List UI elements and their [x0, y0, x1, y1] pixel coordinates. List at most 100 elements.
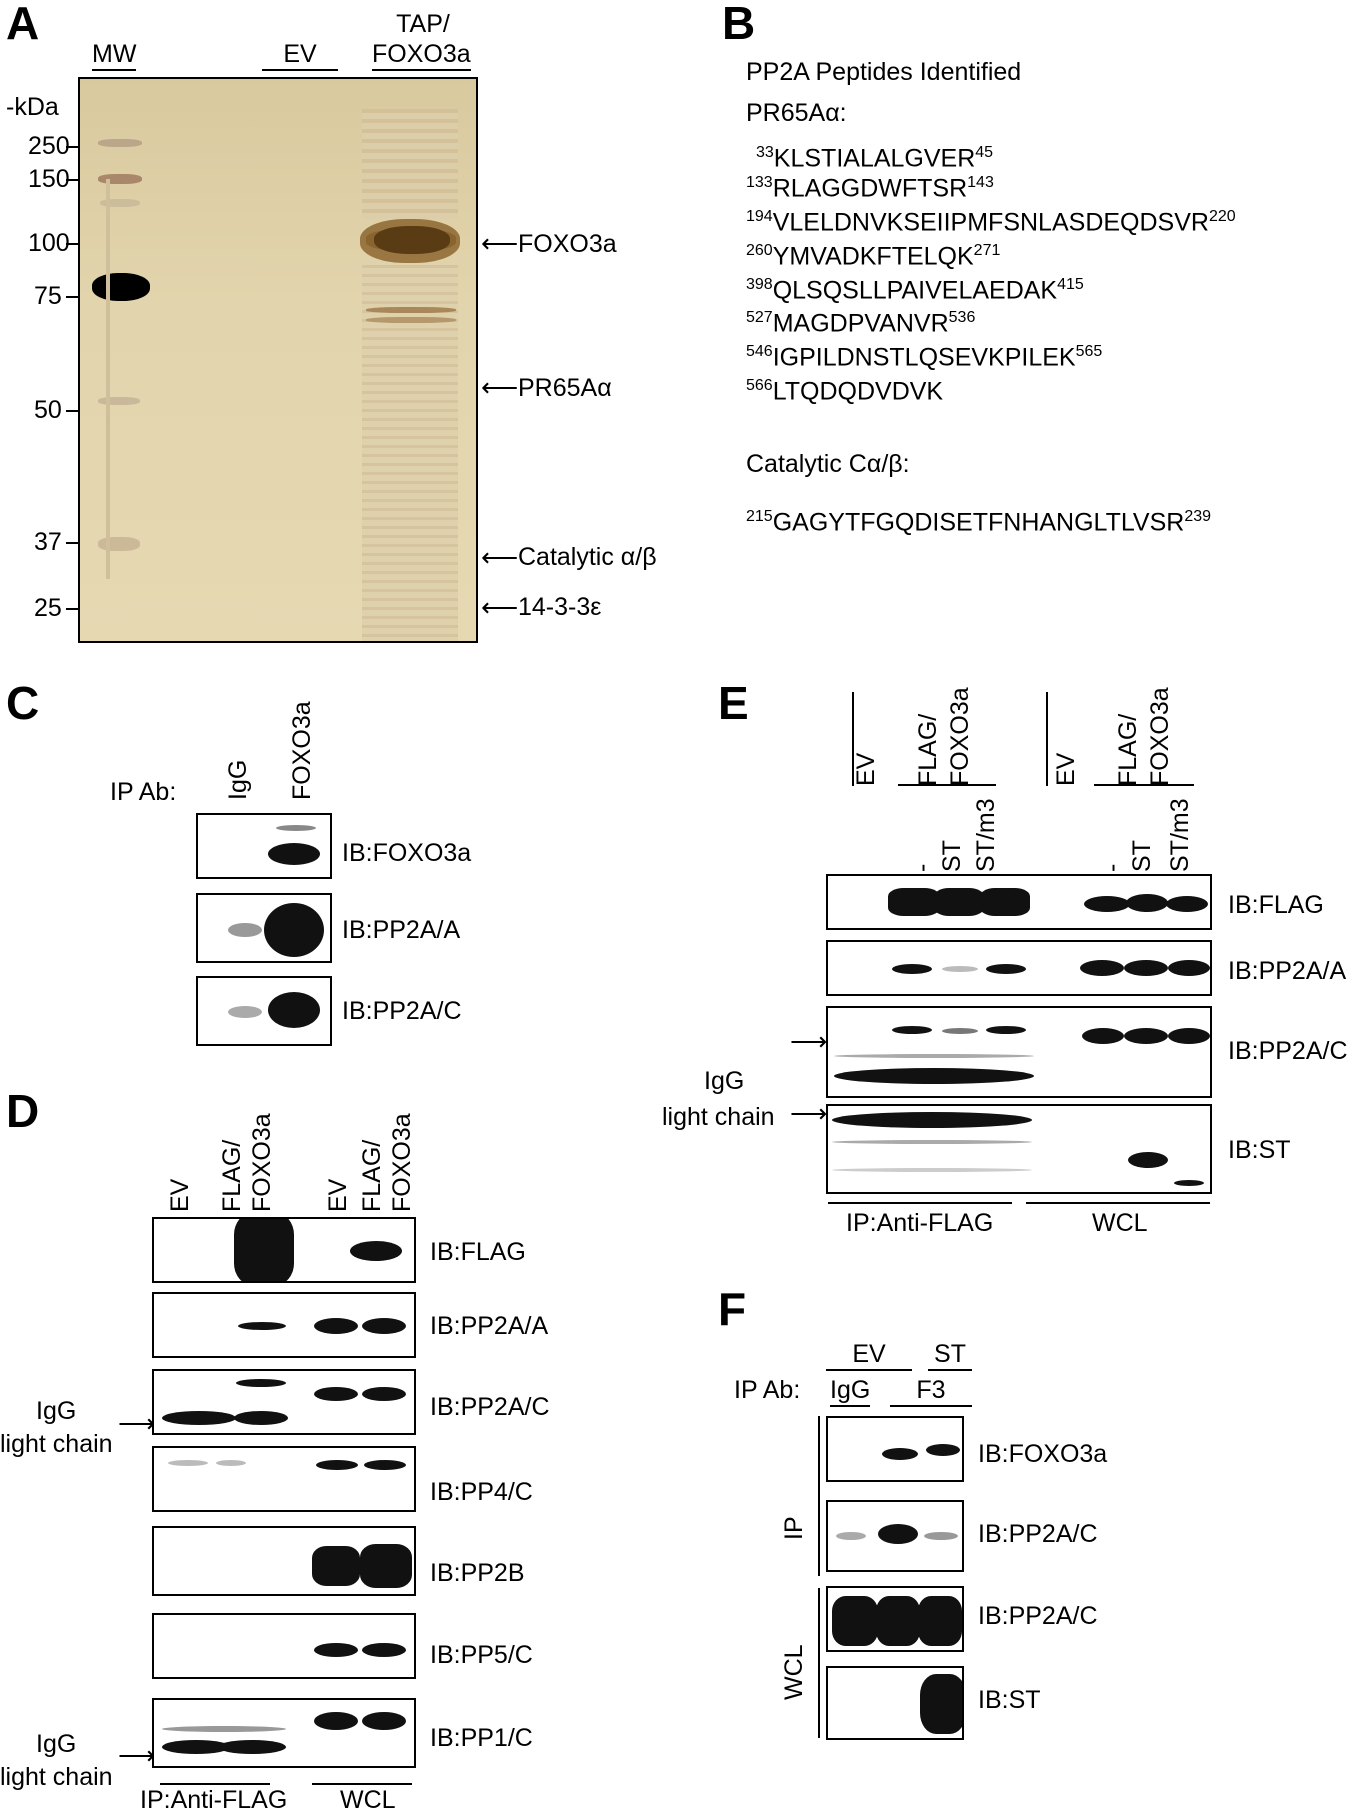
marker-50: 50 [34, 396, 62, 424]
lane-label-foxo3a: FOXO3a [288, 701, 316, 800]
blot-label: IB:PP2A/A [342, 916, 461, 944]
blot-pp2a-c-wcl [826, 1586, 964, 1652]
arrow-right-icon: ⟶ [118, 1408, 156, 1438]
peptide-row: 194VLELDNVKSEIIPMFSNLASDEQDSVR220 [746, 208, 1236, 237]
peptide-row: 33KLSTIALALGVER45 [756, 144, 994, 173]
arrow-right-icon: ⟶ [790, 1098, 828, 1128]
igg-label: IgG [36, 1730, 77, 1758]
lane-label-foxo3a: FOXO3a [248, 1113, 276, 1212]
lane-label-ev: EV [262, 40, 338, 71]
blot-label: IB:PP4/C [430, 1478, 533, 1506]
side-label-wcl: WCL [780, 1644, 808, 1700]
lane-label-foxo3a: FOXO3a [372, 40, 471, 71]
blot-pp2a-c [826, 1500, 964, 1572]
lane-label-igg: IgG [224, 759, 252, 800]
lane-label-ev: EV [852, 752, 880, 786]
panel-label-a: A [6, 0, 40, 49]
blot-label: IB:PP2A/C [978, 1602, 1098, 1630]
peptide-row: 260YMVADKFTELQK271 [746, 242, 1001, 271]
pr65-title: PR65Aα: [746, 99, 847, 127]
top-label-st: ST [928, 1340, 972, 1371]
lane-label-flag: FLAG/ [218, 1139, 246, 1212]
igg-label: IgG [36, 1397, 77, 1425]
blot-label: IB:FLAG [430, 1238, 526, 1266]
blot-pp2a-c [152, 1369, 416, 1435]
sub-label: - [1098, 863, 1126, 872]
band-label-foxo3a: FOXO3a [518, 230, 617, 258]
ip-ab-label: IP Ab: [734, 1376, 801, 1404]
blot-flag [152, 1217, 416, 1283]
arrow-left-icon: ⟵ [481, 542, 519, 572]
blot-label: IB:PP2A/A [1228, 957, 1347, 985]
arrow-right-icon: ⟶ [118, 1740, 156, 1770]
panel-label-d: D [6, 1085, 40, 1137]
kda-label: -kDa [6, 93, 59, 121]
blot-label: IB:PP1/C [430, 1724, 533, 1752]
light-chain-label: light chain [662, 1103, 775, 1131]
blot-label: IB:PP5/C [430, 1641, 533, 1669]
blot-pp2a-a [196, 893, 332, 963]
blot-label: IB:PP2A/A [430, 1312, 549, 1340]
peptides-title: PP2A Peptides Identified [746, 58, 1022, 86]
blot-label: IB:ST [1228, 1136, 1291, 1164]
lane-label-mw: MW [92, 40, 137, 71]
blot-label: IB:FOXO3a [978, 1440, 1108, 1468]
lane-label-ev: EV [324, 1178, 352, 1212]
peptide-row: 133RLAGGDWFTSR143 [746, 174, 994, 203]
igg-label: IgG [704, 1067, 745, 1095]
band-label-catalytic: Catalytic α/β [518, 543, 657, 571]
sub-label: ST [938, 840, 966, 872]
marker-25: 25 [34, 594, 62, 622]
lane-label-igg: IgG [830, 1376, 871, 1407]
group-label-ip: IP:Anti-FLAG [140, 1786, 288, 1814]
arrow-left-icon: ⟵ [481, 372, 519, 402]
lane-label-ev: EV [1052, 752, 1080, 786]
blot-pp2a-a [826, 940, 1212, 996]
blot-pp2a-a [152, 1292, 416, 1358]
blot-st [826, 1666, 964, 1740]
panel-label-f: F [718, 1283, 747, 1335]
blot-pp2a-c [196, 976, 332, 1046]
blot-label: IB:PP2B [430, 1559, 525, 1587]
blot-label: IB:PP2A/C [1228, 1037, 1348, 1065]
marker-150: 150 [28, 165, 70, 193]
arrow-left-icon: ⟵ [481, 592, 519, 622]
lane-label-flag: FLAG/ [1114, 713, 1142, 786]
marker-100: 100 [28, 229, 70, 257]
blot-pp2a-c [826, 1006, 1212, 1098]
lane-label-flag: FLAG/ [358, 1139, 386, 1212]
blot-flag [826, 874, 1212, 930]
panel-label-b: B [722, 0, 756, 49]
band-label-1433: 14-3-3ε [518, 593, 602, 621]
blot-label: IB:ST [978, 1686, 1041, 1714]
band-label-pr65: PR65Aα [518, 374, 612, 402]
blot-pp2b [152, 1526, 416, 1596]
marker-250: 250 [28, 132, 70, 160]
peptide-row: 398QLSQSLLPAIVELAEDAK415 [746, 276, 1084, 305]
top-label-ev: EV [826, 1340, 912, 1371]
peptide-row: 215GAGYTFGQDISETFNHANGLTLVSR239 [746, 508, 1212, 537]
group-label-ip: IP:Anti-FLAG [846, 1209, 994, 1237]
group-label-wcl: WCL [1092, 1209, 1148, 1237]
marker-75: 75 [34, 282, 62, 310]
light-chain-label: light chain [0, 1763, 113, 1791]
marker-37: 37 [34, 528, 62, 556]
blot-st [826, 1104, 1212, 1194]
sub-label: ST/m3 [972, 798, 1000, 872]
silver-stain-gel [78, 77, 478, 643]
group-label-wcl: WCL [340, 1786, 396, 1814]
lane-label-foxo3a: FOXO3a [388, 1113, 416, 1212]
light-chain-label: light chain [0, 1430, 113, 1458]
blot-pp1-c [152, 1698, 416, 1768]
blot-label: IB:PP2A/C [978, 1520, 1098, 1548]
blot-label: IB:PP2A/C [342, 997, 462, 1025]
sub-label: ST [1128, 840, 1156, 872]
lane-label-ev: EV [166, 1178, 194, 1212]
lane-label-f3: F3 [890, 1376, 972, 1407]
sub-label: ST/m3 [1166, 798, 1194, 872]
lane-label-flag: FLAG/ [914, 713, 942, 786]
lane-label-tap: TAP/ [396, 10, 450, 38]
peptide-row: 546IGPILDNSTLQSEVKPILEK565 [746, 343, 1103, 372]
panel-label-e: E [718, 677, 749, 729]
sub-label: - [908, 863, 936, 872]
